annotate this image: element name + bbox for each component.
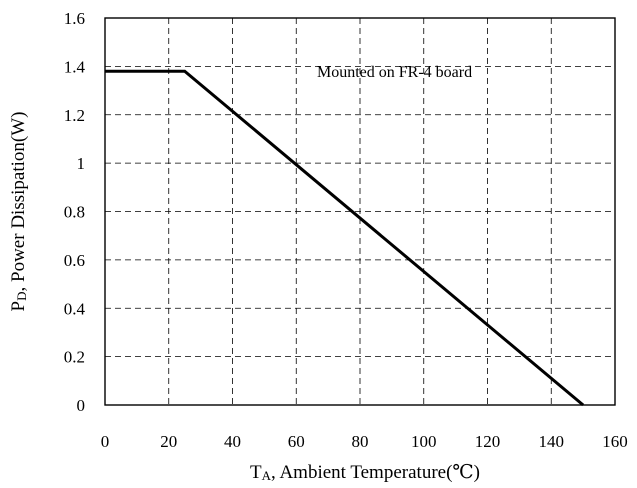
y-tick-label-1: 0.2	[64, 348, 85, 367]
x-tick-label-0: 0	[101, 432, 110, 451]
x-tick-label-4: 80	[352, 432, 369, 451]
series-layer	[105, 69, 585, 407]
y-axis-title-rest: , Power Dissipation(W)	[8, 112, 29, 292]
x-tick-label-1: 20	[160, 432, 177, 451]
y-axis-title-subscript: D	[14, 291, 29, 300]
chart-annotation: Mounted on FR-4 board	[317, 64, 472, 81]
y-tick-label-5: 1	[77, 154, 86, 173]
x-axis-title-rest: , Ambient Temperature(℃)	[271, 462, 480, 483]
y-tick-label-3: 0.6	[64, 251, 85, 270]
tick-labels: 0 20 40 60 80 100 120 140 160 0 0.2 0.4 0.6 0.8 1 1.2 1.…	[64, 9, 628, 451]
y-axis-title: PD, Power Dissipation(W)	[8, 112, 29, 312]
y-tick-label-4: 0.8	[64, 203, 85, 222]
x-axis-title: TA, Ambient Temperature(℃)	[250, 462, 480, 483]
x-tick-label-2: 40	[224, 432, 241, 451]
x-tick-label-3: 60	[288, 432, 305, 451]
x-tick-label-5: 100	[411, 432, 437, 451]
x-axis-title-main: T	[250, 462, 262, 483]
x-tick-label-7: 140	[539, 432, 565, 451]
y-tick-label-0: 0	[77, 396, 86, 415]
series-line-0	[105, 69, 585, 407]
plot-frame	[104, 17, 616, 406]
grid	[105, 18, 615, 405]
y-tick-label-8: 1.6	[64, 9, 85, 28]
y-tick-label-6: 1.2	[64, 106, 85, 125]
x-axis-title-subscript: A	[262, 468, 272, 483]
x-tick-label-8: 160	[602, 432, 628, 451]
x-tick-label-6: 120	[475, 432, 501, 451]
y-tick-label-7: 1.4	[64, 57, 86, 76]
y-tick-label-2: 0.4	[64, 299, 86, 318]
y-axis-title-main: P	[8, 301, 29, 312]
